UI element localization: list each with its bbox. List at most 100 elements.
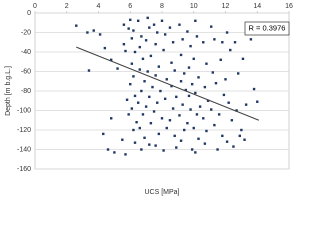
- point: [92, 29, 95, 32]
- point: [178, 114, 181, 117]
- point: [110, 58, 113, 61]
- x-tick-label: 16: [285, 3, 293, 10]
- point: [141, 113, 145, 116]
- x-tick-label: 6: [128, 3, 132, 10]
- point: [116, 67, 119, 70]
- point: [162, 48, 165, 52]
- point: [205, 129, 208, 133]
- point: [140, 148, 143, 151]
- point: [194, 19, 197, 22]
- point: [110, 117, 113, 120]
- point: [244, 103, 248, 106]
- point: [198, 105, 202, 108]
- point: [163, 33, 167, 36]
- point: [156, 31, 159, 34]
- point: [187, 94, 191, 98]
- point: [252, 87, 256, 91]
- y-tick-label: -120: [17, 127, 31, 134]
- point: [203, 142, 207, 145]
- point: [203, 85, 207, 89]
- point: [143, 80, 146, 83]
- y-tick-label: -60: [21, 68, 31, 75]
- point: [256, 100, 259, 103]
- point: [235, 109, 238, 112]
- point: [229, 48, 232, 52]
- point: [230, 119, 234, 122]
- point: [102, 132, 105, 136]
- point: [238, 134, 241, 138]
- point: [197, 137, 200, 140]
- point: [133, 141, 137, 144]
- point: [225, 31, 229, 34]
- point: [221, 134, 224, 138]
- point: [173, 69, 176, 72]
- y-tick-label: 0: [27, 10, 31, 17]
- point: [140, 89, 143, 93]
- point: [146, 70, 149, 73]
- point: [190, 82, 194, 86]
- point: [149, 121, 153, 125]
- point: [194, 91, 197, 95]
- point: [162, 149, 165, 152]
- point: [173, 134, 176, 138]
- chart: UCS [MPa] Depth [m b.g.L.] R = 0.3976 0 -…: [4, 2, 293, 196]
- point: [122, 43, 126, 46]
- point: [157, 132, 161, 136]
- point: [227, 101, 230, 104]
- point: [132, 75, 135, 78]
- point: [249, 38, 253, 41]
- point: [216, 148, 219, 151]
- point: [135, 121, 138, 124]
- x-tick-label: 14: [253, 3, 261, 10]
- point: [213, 38, 216, 41]
- point: [213, 123, 216, 127]
- point: [152, 110, 156, 113]
- point: [222, 93, 226, 97]
- point: [195, 35, 199, 38]
- point: [133, 94, 137, 98]
- point: [221, 41, 224, 44]
- point: [194, 151, 197, 154]
- point: [205, 62, 208, 65]
- point: [87, 69, 91, 72]
- x-tick-label: 12: [222, 3, 230, 10]
- point: [171, 107, 175, 110]
- point: [237, 72, 240, 75]
- point: [144, 39, 148, 42]
- point: [192, 126, 195, 130]
- point: [187, 66, 191, 69]
- point: [106, 148, 110, 151]
- point: [192, 57, 195, 61]
- point: [140, 35, 143, 38]
- point: [186, 121, 189, 125]
- point: [122, 23, 126, 26]
- point: [179, 139, 183, 142]
- point: [113, 151, 116, 154]
- point: [129, 18, 132, 22]
- point: [175, 146, 178, 149]
- point: [165, 126, 168, 130]
- point: [149, 54, 153, 58]
- y-tick-label: -40: [21, 49, 31, 56]
- point: [121, 138, 124, 141]
- y-tick-label: -20: [21, 29, 31, 36]
- point: [152, 23, 156, 26]
- x-tick-label: 4: [97, 3, 101, 10]
- point: [154, 43, 157, 46]
- point: [129, 82, 132, 86]
- annotation: R = 0.3976: [249, 23, 286, 32]
- point: [184, 88, 188, 92]
- point: [98, 33, 102, 36]
- point: [183, 72, 186, 75]
- point: [138, 126, 141, 130]
- annotation-box: [244, 21, 290, 36]
- point: [124, 49, 127, 53]
- point: [183, 128, 186, 132]
- point: [132, 29, 135, 32]
- point: [138, 45, 141, 49]
- point: [148, 26, 151, 29]
- point: [189, 44, 192, 48]
- point: [136, 19, 140, 22]
- point: [125, 98, 129, 101]
- point: [186, 30, 189, 33]
